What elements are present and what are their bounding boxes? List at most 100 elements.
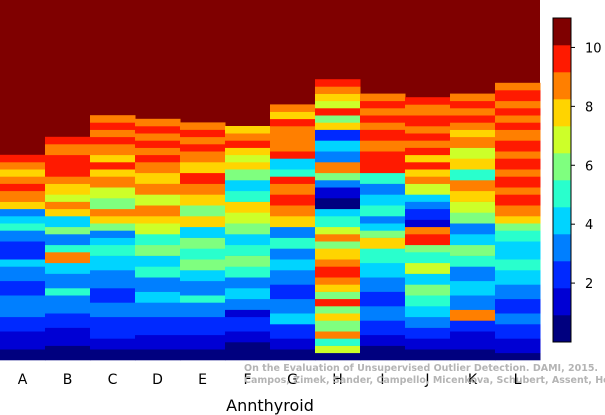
heat-cell <box>135 172 181 184</box>
heat-cell <box>45 313 91 328</box>
heat-cell <box>450 180 496 192</box>
heat-cell <box>90 244 136 256</box>
heat-cell <box>225 126 271 134</box>
heat-cell <box>405 338 451 350</box>
heat-cell <box>0 190 46 202</box>
heat-cell <box>495 90 541 102</box>
heat-cell <box>315 241 361 249</box>
heat-cell <box>180 136 226 145</box>
heat-cell <box>0 349 46 361</box>
heat-cell <box>135 183 181 195</box>
heat-cell <box>135 223 181 235</box>
heat-cell <box>405 327 451 339</box>
heat-cell <box>0 154 46 163</box>
heat-cell <box>135 255 181 267</box>
colorbar-segment <box>553 99 571 127</box>
heat-cell <box>180 237 226 249</box>
heat-cell <box>315 284 361 292</box>
heat-cell <box>450 255 496 267</box>
heat-cell <box>450 223 496 235</box>
heat-cell <box>270 126 316 134</box>
heat-cell <box>270 158 316 170</box>
heat-cell <box>315 108 361 116</box>
heat-cell <box>45 201 91 210</box>
heat-cell <box>90 349 136 361</box>
heat-cell <box>405 284 451 296</box>
x-tick-label: I <box>380 372 384 388</box>
heat-cell <box>450 244 496 256</box>
heat-cell <box>135 147 181 156</box>
heat-cell <box>315 313 361 321</box>
heat-cell <box>180 162 226 174</box>
heat-cell <box>360 183 406 195</box>
colorbar-tick-label: 2 <box>585 277 593 292</box>
x-tick-label: B <box>63 372 73 388</box>
heat-cell <box>315 234 361 242</box>
heat-cell <box>180 151 226 163</box>
column-G <box>270 104 316 361</box>
heat-cell <box>360 194 406 206</box>
heat-cell <box>90 230 136 238</box>
x-tick-label: G <box>287 372 298 388</box>
column-F <box>225 126 271 361</box>
heat-cell <box>45 208 91 217</box>
colorbar-segment <box>553 18 571 46</box>
heat-cell <box>405 133 451 141</box>
heat-cell <box>180 205 226 217</box>
heat-cell <box>315 331 361 339</box>
colorbar-segment <box>553 288 571 316</box>
heat-cell <box>225 133 271 141</box>
heat-cell <box>270 226 316 238</box>
heat-cell <box>450 212 496 224</box>
heat-cell <box>135 118 181 127</box>
x-tick-label: H <box>332 372 343 388</box>
heat-cell <box>180 144 226 152</box>
heat-cell <box>405 140 451 148</box>
heat-cell <box>450 158 496 170</box>
heat-cell <box>180 172 226 184</box>
heat-cell <box>270 248 316 260</box>
heat-cell <box>225 309 271 318</box>
heat-cell <box>90 223 136 231</box>
heat-cell <box>315 291 361 300</box>
column-C <box>90 115 136 361</box>
heat-cell <box>225 201 271 213</box>
heat-cell <box>225 277 271 289</box>
heat-cell <box>450 100 496 109</box>
colorbar-segment <box>553 45 571 73</box>
heat-cell <box>135 302 181 318</box>
heat-cell <box>0 241 46 260</box>
heat-cell <box>45 226 91 235</box>
heat-cell <box>225 255 271 267</box>
heat-cell <box>225 288 271 300</box>
colorbar-segment <box>553 315 571 343</box>
heat-cell <box>270 118 316 127</box>
heat-cell <box>270 151 316 159</box>
heat-cell <box>90 288 136 303</box>
heat-cell <box>450 115 496 123</box>
heat-cell <box>90 216 136 224</box>
heat-cell <box>315 172 361 181</box>
heat-cell <box>405 97 451 105</box>
heat-cell <box>495 115 541 123</box>
heat-cell <box>360 262 406 278</box>
heat-cell <box>405 244 451 253</box>
heat-cell <box>360 172 406 184</box>
heat-cell <box>270 284 316 300</box>
heat-cell <box>270 338 316 350</box>
heat-cell <box>450 295 496 310</box>
heat-cell <box>360 345 406 361</box>
heat-cell <box>360 216 406 224</box>
heat-cell <box>405 208 451 220</box>
heat-cell <box>180 183 226 195</box>
heat-cell <box>0 216 46 224</box>
heat-cell <box>225 234 271 246</box>
heat-cell <box>315 140 361 152</box>
heat-cell <box>135 216 181 224</box>
heat-cell <box>45 136 91 145</box>
heat-cell <box>495 230 541 242</box>
heat-cell <box>315 187 361 199</box>
heat-cell <box>315 115 361 123</box>
heat-cell <box>45 244 91 253</box>
credit-line-1: On the Evaluation of Unsupervised Outlie… <box>244 363 598 374</box>
